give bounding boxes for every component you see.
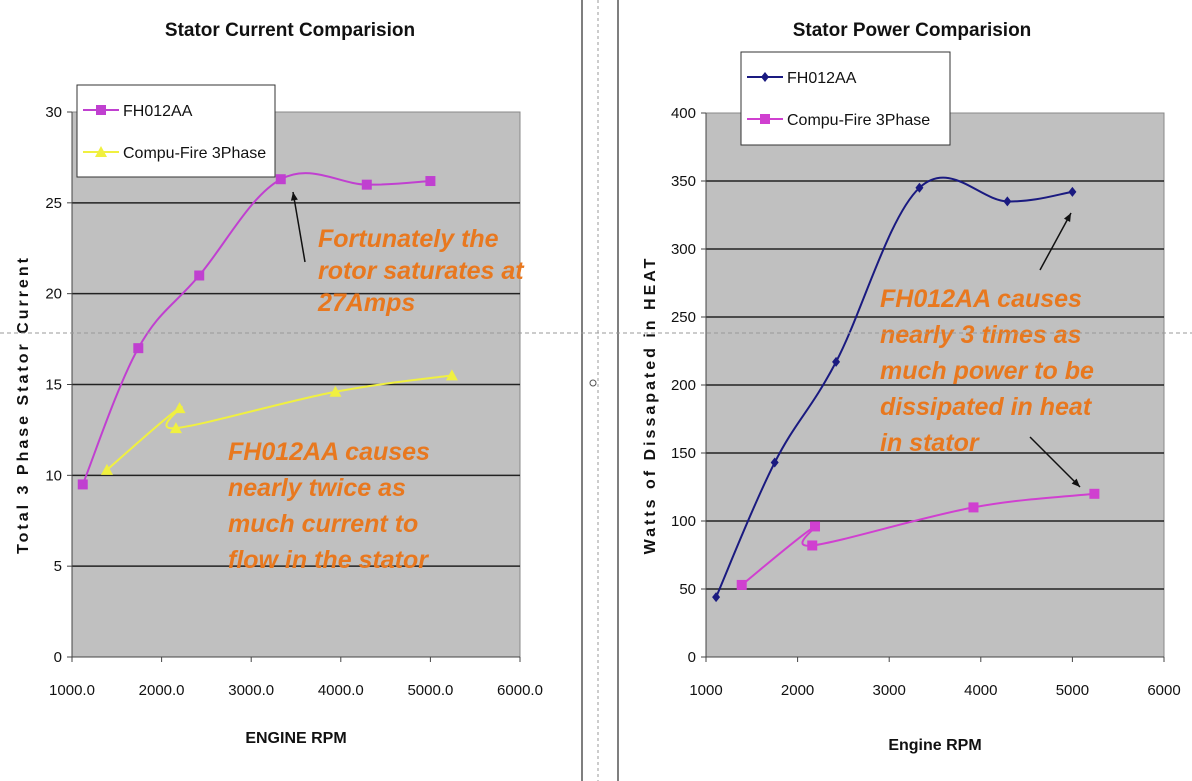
annotation-arrow <box>292 191 306 263</box>
annotation-text: nearly twice as <box>228 474 406 502</box>
x-tick-label: 4000 <box>964 682 997 699</box>
legend-label: FH012AA <box>787 70 857 87</box>
y-tick-label: 0 <box>54 649 62 666</box>
annotation-arrow <box>1029 436 1081 488</box>
y-tick-label: 20 <box>45 286 62 303</box>
x-tick-label: 5000 <box>1056 682 1089 699</box>
data-point <box>1089 488 1100 499</box>
data-point <box>915 182 924 193</box>
data-point <box>133 343 144 354</box>
data-point <box>100 463 113 475</box>
y-tick-label: 100 <box>671 513 696 530</box>
annotation-text: nearly 3 times as <box>880 321 1082 349</box>
y-tick-label: 350 <box>671 173 696 190</box>
y-tick-label: 0 <box>688 649 696 666</box>
data-point <box>1068 186 1077 197</box>
chart-1: 0 5 10 15 20 25 30 1000.0 2000.0 3000.0 4000.0 5000… <box>15 20 543 747</box>
x-tick-label: 5000.0 <box>407 682 453 699</box>
data-point <box>712 592 721 603</box>
data-point <box>807 540 818 551</box>
y-tick-label: 150 <box>671 445 696 462</box>
annotation-text: rotor saturates at <box>318 257 525 285</box>
annotation-text: much power to be <box>880 357 1094 385</box>
arrowhead-icon <box>1063 213 1071 222</box>
y-tick-label: 200 <box>671 377 696 394</box>
data-point <box>194 270 205 281</box>
y-tick-label: 15 <box>45 377 62 394</box>
data-point <box>361 179 372 190</box>
data-point <box>173 402 186 414</box>
legend-label: FH012AA <box>123 103 193 120</box>
x-axis-label: ENGINE RPM <box>245 730 346 747</box>
legend-marker <box>96 105 106 115</box>
annotation-text: FH012AA causes <box>228 438 430 466</box>
legend: FH012AA Compu-Fire 3Phase <box>76 84 276 178</box>
annotation-text: much current to <box>228 510 418 538</box>
series-fh012aa <box>712 176 1077 603</box>
annotation-text: dissipated in heat <box>880 393 1093 421</box>
y-tick-label: 250 <box>671 309 696 326</box>
chart-2: 0 50 100 150 200 250 300 350 400 1000 2000 3000 4000… <box>642 20 1181 754</box>
x-tick-label: 4000.0 <box>318 682 364 699</box>
annotation-arrow <box>1039 212 1072 271</box>
data-point <box>169 422 182 434</box>
annotation-text: in stator <box>880 429 980 457</box>
y-tick-label: 25 <box>45 195 62 212</box>
data-point <box>736 579 747 590</box>
series-line <box>106 374 453 471</box>
data-point <box>1003 196 1012 207</box>
x-tick-label: 3000 <box>873 682 906 699</box>
legend-label: Compu-Fire 3Phase <box>787 112 930 129</box>
legend-marker <box>761 72 769 82</box>
series-line <box>741 492 1095 586</box>
legend-box <box>76 84 276 178</box>
annotation-text: flow in the stator <box>228 546 429 574</box>
y-tick-label: 50 <box>679 581 696 598</box>
y-tick-label: 400 <box>671 105 696 122</box>
data-point <box>275 174 286 185</box>
data-point <box>832 356 841 367</box>
data-point <box>445 369 458 381</box>
series-compu-fire-3phase <box>100 369 458 475</box>
resize-handle[interactable] <box>589 379 597 387</box>
annotation-text: FH012AA causes <box>880 285 1082 313</box>
x-tick-label: 6000 <box>1147 682 1180 699</box>
annotation-text: Fortunately the <box>318 225 499 253</box>
legend-box <box>740 51 951 146</box>
legend: FH012AA Compu-Fire 3Phase <box>740 51 951 146</box>
chart-title: Stator Current Comparision <box>165 20 415 41</box>
x-tick-label: 2000.0 <box>139 682 185 699</box>
arrowhead-icon <box>1071 478 1080 487</box>
data-point <box>77 479 88 490</box>
series-fh012aa <box>77 172 436 490</box>
y-tick-label: 5 <box>54 558 62 575</box>
series-compu-fire-3phase <box>736 488 1100 590</box>
data-point <box>329 385 342 397</box>
legend-label: Compu-Fire 3Phase <box>123 145 266 162</box>
y-tick-label: 300 <box>671 241 696 258</box>
data-point <box>810 521 821 532</box>
y-axis-label: Watts of Dissapated in HEAT <box>642 256 659 555</box>
chart-title: Stator Power Comparision <box>793 20 1032 41</box>
x-tick-label: 2000 <box>781 682 814 699</box>
x-tick-label: 6000.0 <box>497 682 543 699</box>
x-axis-label: Engine RPM <box>888 737 981 754</box>
data-point <box>425 176 436 187</box>
annotation-text: 27Amps <box>317 289 415 317</box>
y-tick-label: 10 <box>45 467 62 484</box>
data-point <box>770 457 779 468</box>
x-tick-label: 3000.0 <box>228 682 274 699</box>
legend-marker <box>760 114 770 124</box>
x-tick-label: 1000 <box>689 682 722 699</box>
y-tick-label: 30 <box>45 104 62 121</box>
y-axis-label: Total 3 Phase Stator Current <box>15 255 32 554</box>
data-point <box>968 502 979 513</box>
arrowhead-icon <box>290 192 298 201</box>
x-tick-label: 1000.0 <box>49 682 95 699</box>
legend-marker <box>95 146 107 157</box>
